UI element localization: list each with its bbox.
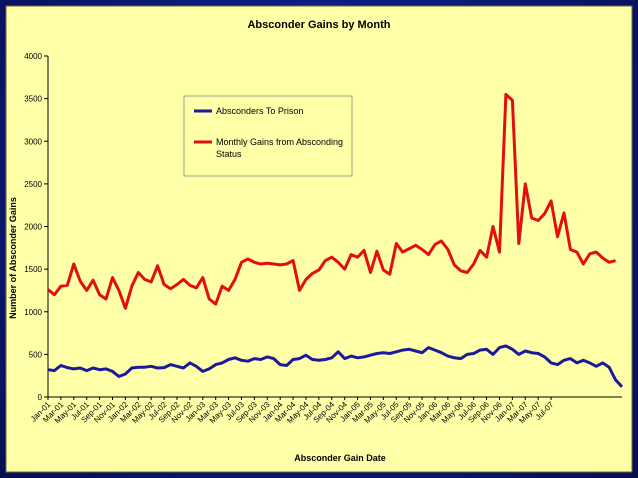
legend: Absconders To Prison Monthly Gains from … bbox=[183, 95, 353, 177]
legend-label-monthly: Monthly Gains from Absconding Status bbox=[216, 137, 343, 159]
y-tick-label: 2500 bbox=[24, 180, 42, 189]
series-line-0 bbox=[47, 344, 624, 388]
y-tick-label: 0 bbox=[38, 393, 43, 402]
y-axis-title: Number of Absconder Gains bbox=[8, 197, 18, 319]
y-tick-label: 3000 bbox=[24, 137, 42, 146]
y-tick-label: 1000 bbox=[24, 308, 42, 317]
y-tick-label: 3500 bbox=[24, 95, 42, 104]
chart-area bbox=[5, 5, 633, 473]
legend-box bbox=[183, 95, 353, 177]
series-line-1 bbox=[47, 92, 616, 310]
chart-title: Absconder Gains by Month bbox=[247, 19, 390, 31]
y-tick-label: 4000 bbox=[24, 52, 42, 61]
x-axis-title: Absconder Gain Date bbox=[294, 453, 386, 463]
y-tick-label: 2000 bbox=[24, 223, 42, 232]
y-tick-label: 500 bbox=[29, 350, 43, 359]
legend-label-prison: Absconders To Prison bbox=[216, 106, 303, 116]
y-tick-label: 1500 bbox=[24, 265, 42, 274]
